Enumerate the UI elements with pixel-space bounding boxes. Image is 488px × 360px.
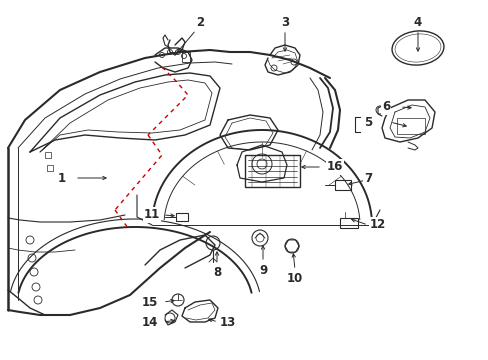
Bar: [45, 152, 51, 158]
Bar: [244, 155, 299, 187]
Text: 8: 8: [212, 266, 221, 279]
Bar: [182, 52, 190, 62]
Text: 14: 14: [142, 315, 158, 328]
Text: 2: 2: [196, 15, 203, 28]
Bar: [334, 180, 350, 190]
Text: 3: 3: [281, 15, 288, 28]
Text: 11: 11: [143, 208, 160, 221]
Text: 1: 1: [58, 171, 66, 184]
Bar: [396, 118, 424, 134]
Text: 6: 6: [381, 100, 389, 113]
Text: 7: 7: [363, 171, 371, 184]
Text: 4: 4: [413, 15, 421, 28]
Text: 10: 10: [286, 271, 303, 284]
Text: 12: 12: [369, 219, 386, 231]
Text: 5: 5: [363, 116, 371, 129]
Text: 9: 9: [258, 264, 266, 276]
Bar: [176, 213, 187, 221]
Text: 16: 16: [326, 161, 343, 174]
Text: 15: 15: [142, 296, 158, 309]
Bar: [47, 165, 53, 171]
Bar: [339, 218, 357, 228]
Text: 13: 13: [220, 315, 236, 328]
